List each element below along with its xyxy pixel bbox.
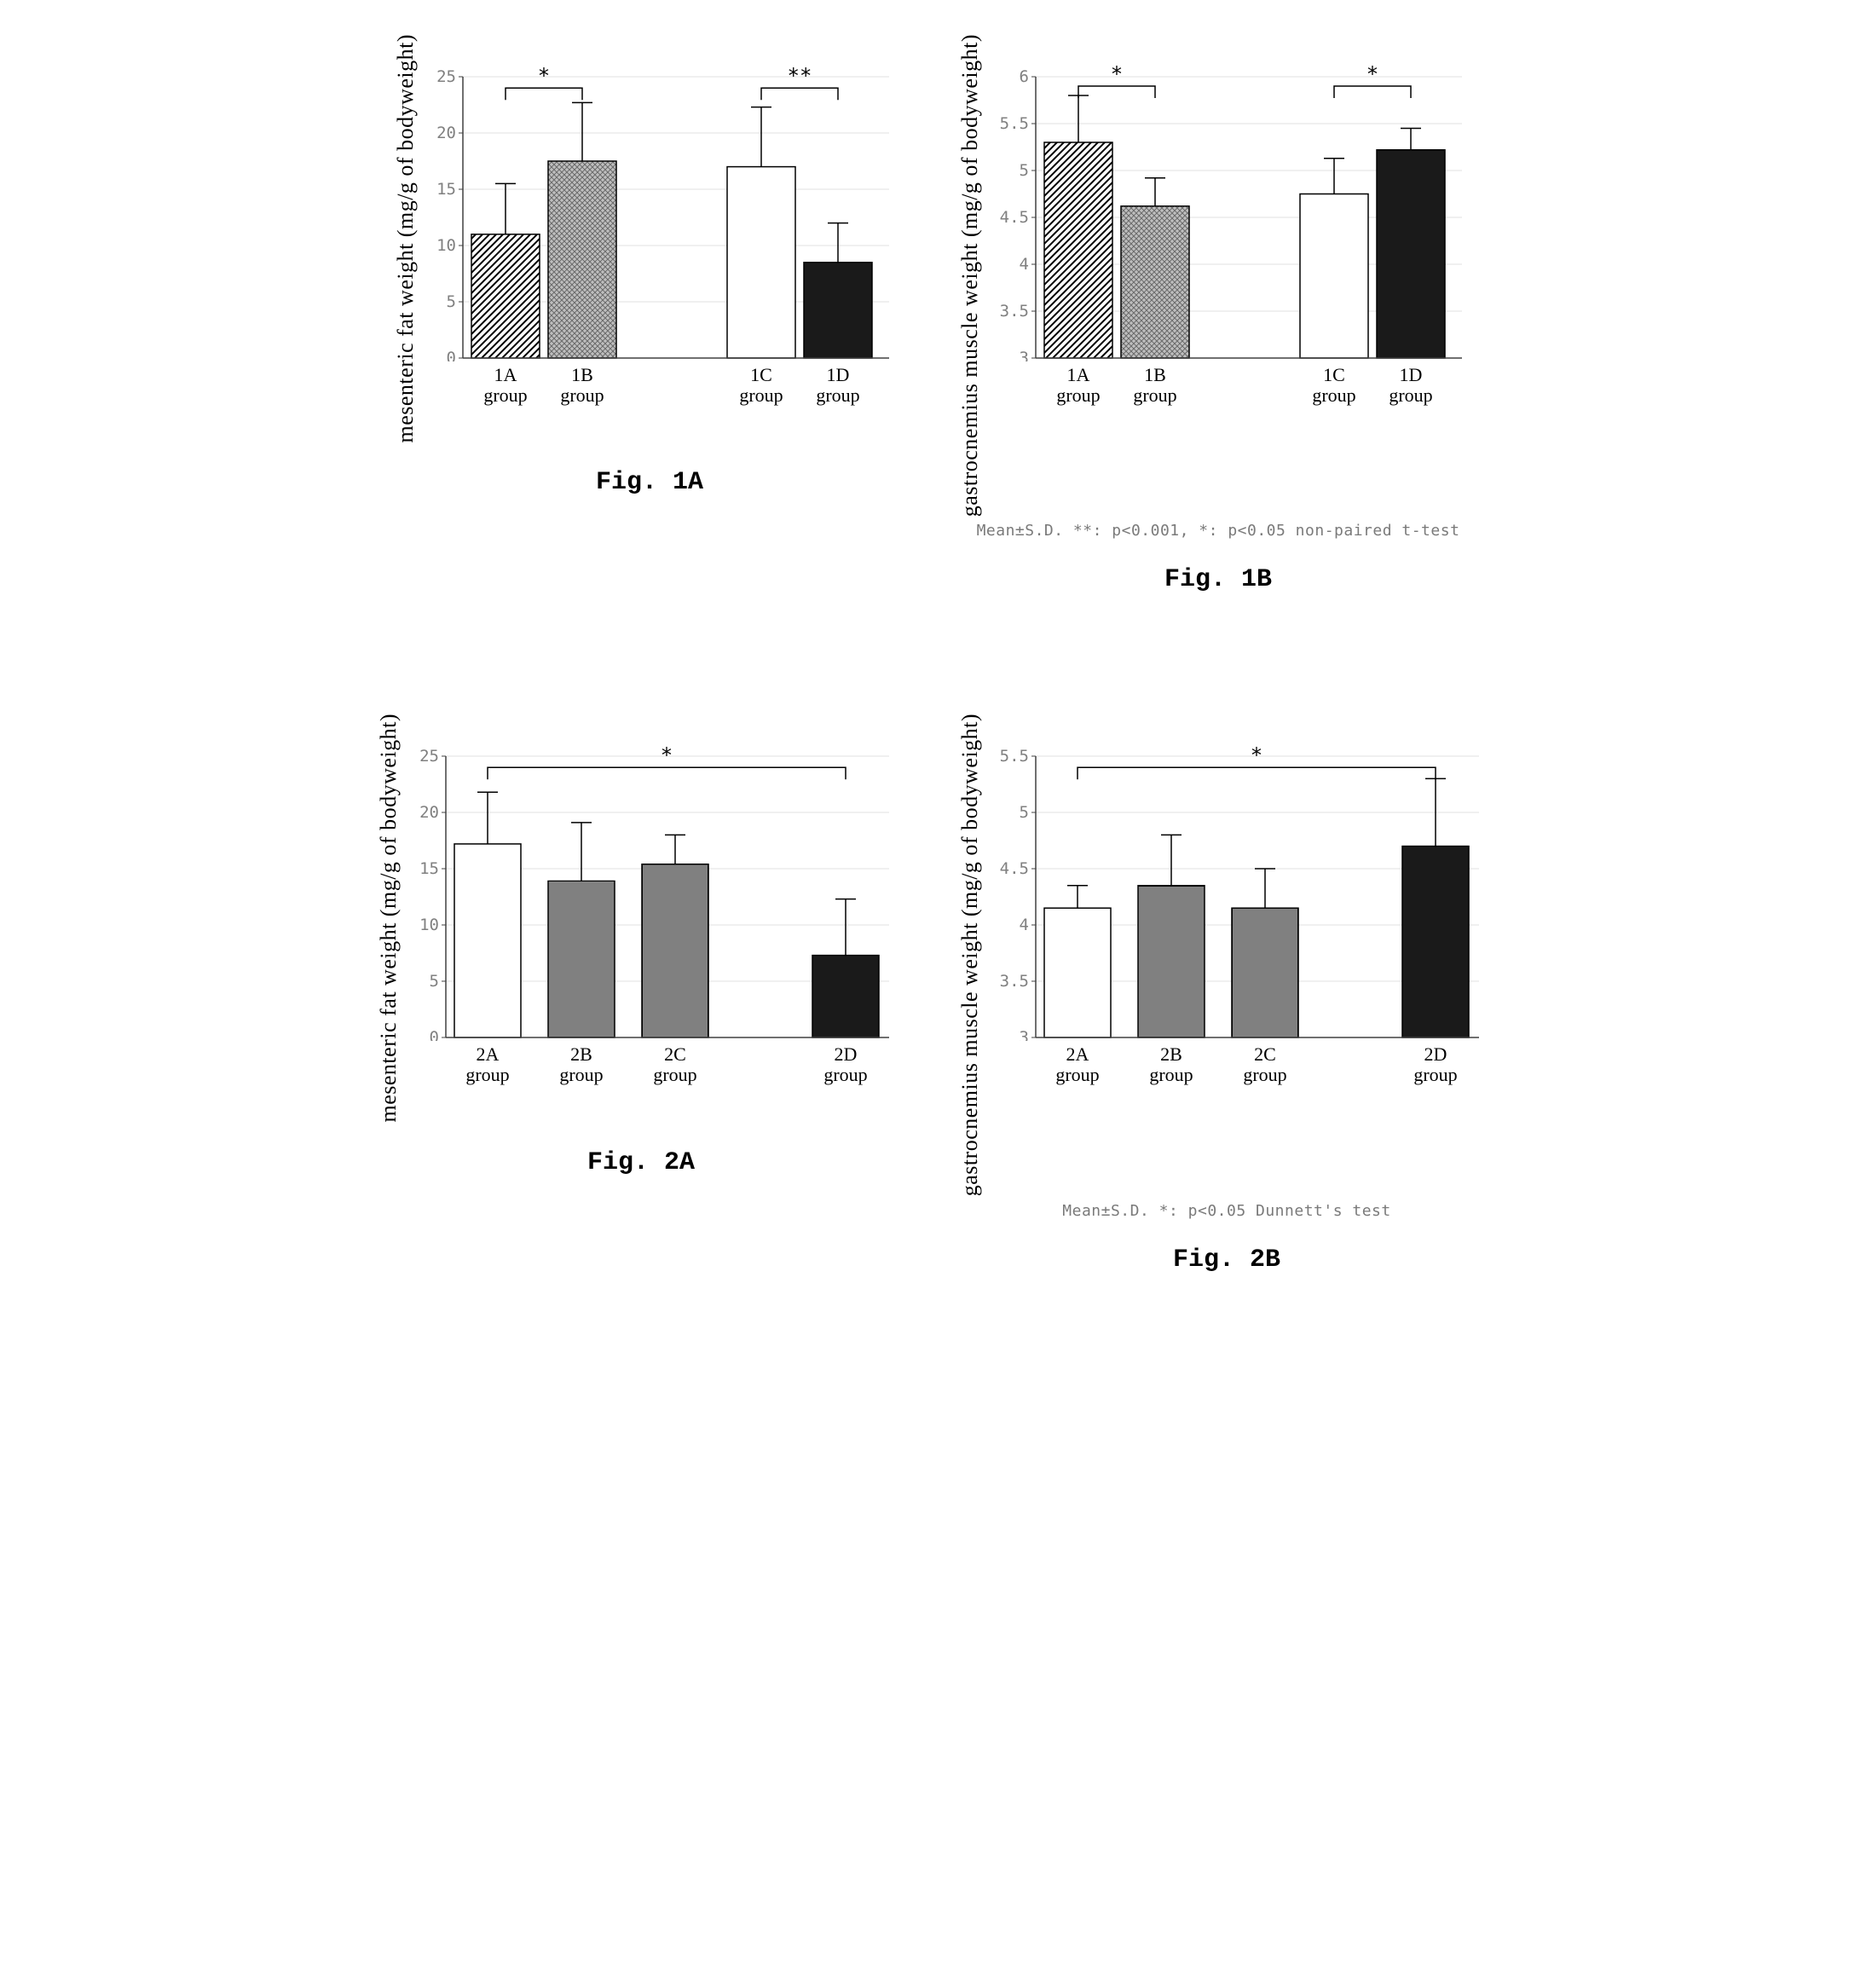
caption-2A: Fig. 2A: [587, 1148, 695, 1177]
xlabel: 1Agroup: [1044, 365, 1112, 406]
xlabel: 2Agroup: [454, 1044, 521, 1085]
xlabel: 2Cgroup: [642, 1044, 708, 1085]
plot-2B: 3 3.5 4 4.5 5 5.5 * 2Agroup 2Bgroup 2Cgroup 2Dgrou…: [988, 714, 1496, 1090]
xlabel: 2Bgroup: [548, 1044, 615, 1085]
svg-text:25: 25: [436, 67, 456, 86]
svg-text:4: 4: [1020, 255, 1029, 274]
svg-text:3: 3: [1020, 1028, 1029, 1041]
row-2: mesenteric fat weight (mg/g of bodyweigh…: [34, 714, 1838, 1274]
svg-text:5: 5: [447, 292, 456, 311]
svg-text:20: 20: [436, 124, 456, 142]
xlabel: 1Bgroup: [1121, 365, 1189, 406]
svg-text:5: 5: [1020, 803, 1029, 822]
plot-2A: 0 5 10 15 20 25 * 2Agroup 2Bgroup 2Cgroup 2Dgroup: [407, 714, 906, 1090]
svg-text:**: **: [788, 64, 812, 88]
svg-text:4.5: 4.5: [1000, 859, 1029, 878]
xlabel: 2Cgroup: [1232, 1044, 1298, 1085]
svg-text:15: 15: [436, 180, 456, 199]
xlabel: 1Cgroup: [1300, 365, 1368, 406]
ylabel-1A: mesenteric fat weight (mg/g of bodyweigh…: [393, 34, 419, 442]
panel-1A: mesenteric fat weight (mg/g of bodyweigh…: [393, 34, 906, 594]
svg-text:*: *: [1366, 62, 1378, 86]
row-1: mesenteric fat weight (mg/g of bodyweigh…: [34, 34, 1838, 594]
panel-1B: gastrocnemius muscle weight (mg/g of bod…: [957, 34, 1479, 594]
svg-text:10: 10: [436, 236, 456, 255]
xlabel: 2Agroup: [1044, 1044, 1111, 1085]
xlabel: 1Dgroup: [804, 365, 872, 406]
svg-text:10: 10: [419, 916, 439, 934]
ylabel-2B: gastrocnemius muscle weight (mg/g of bod…: [957, 714, 983, 1196]
caption-2B: Fig. 2B: [1173, 1245, 1280, 1274]
xlabel: 1Agroup: [471, 365, 540, 406]
xlabel: 1Cgroup: [727, 365, 795, 406]
svg-text:*: *: [1111, 62, 1123, 86]
svg-text:5: 5: [1020, 161, 1029, 180]
svg-text:0: 0: [430, 1028, 439, 1041]
ylabel-2A: mesenteric fat weight (mg/g of bodyweigh…: [376, 714, 402, 1122]
xlabel: 1Bgroup: [548, 365, 616, 406]
svg-text:4: 4: [1020, 916, 1029, 934]
svg-text:*: *: [538, 64, 550, 88]
svg-text:5.5: 5.5: [1000, 114, 1029, 133]
svg-text:15: 15: [419, 859, 439, 878]
svg-text:0: 0: [447, 349, 456, 361]
caption-1B: Fig. 1B: [1164, 565, 1272, 594]
panel-2B: gastrocnemius muscle weight (mg/g of bod…: [957, 714, 1496, 1274]
plot-1B: 3 3.5 4 4.5 5 5.5 6 * * 1Agroup1Bgroup 1Cgroup1Dgr…: [988, 34, 1479, 411]
svg-text:20: 20: [419, 803, 439, 822]
stats-2B: Mean±S.D. *: p<0.05 Dunnett's test: [1062, 1202, 1390, 1220]
ylabel-1B: gastrocnemius muscle weight (mg/g of bod…: [957, 34, 983, 517]
svg-text:5.5: 5.5: [1000, 747, 1029, 766]
svg-text:6: 6: [1020, 67, 1029, 86]
svg-text:3: 3: [1020, 349, 1029, 361]
xlabel: 2Dgroup: [812, 1044, 879, 1085]
svg-text:3.5: 3.5: [1000, 302, 1029, 321]
svg-text:4.5: 4.5: [1000, 208, 1029, 227]
svg-text:3.5: 3.5: [1000, 972, 1029, 991]
xlabel: 1Dgroup: [1377, 365, 1445, 406]
xlabel: 2Bgroup: [1138, 1044, 1205, 1085]
caption-1A: Fig. 1A: [596, 468, 703, 497]
xlabel: 2Dgroup: [1402, 1044, 1469, 1085]
svg-text:25: 25: [419, 747, 439, 766]
svg-text:*: *: [1251, 743, 1262, 767]
plot-1A: 0510152025***1Agroup1Bgroup1Cgroup1Dgrou…: [424, 34, 906, 411]
svg-text:5: 5: [430, 972, 439, 991]
svg-text:*: *: [661, 743, 673, 767]
stats-1B: Mean±S.D. **: p<0.001, *: p<0.05 non-pai…: [977, 522, 1460, 540]
panel-2A: mesenteric fat weight (mg/g of bodyweigh…: [376, 714, 906, 1274]
